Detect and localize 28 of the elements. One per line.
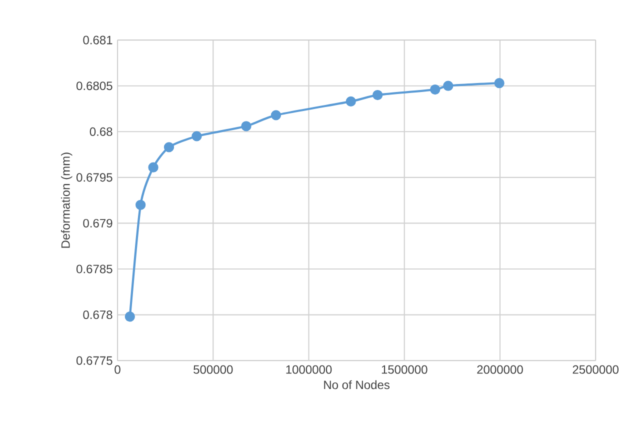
point [270,110,282,120]
point [148,162,158,172]
x-tick-label: 2500000 [572,365,619,374]
x-axis-title: No of Nodes [324,380,390,390]
y-tick-label: 0.679 [83,218,112,228]
point [136,200,146,210]
point [124,312,135,322]
y-tick-label: 0.6775 [76,356,112,365]
point [494,78,504,88]
point [430,84,440,95]
x-tick-label: 0 [114,365,120,374]
point [192,131,202,142]
x-tick-label: 500000 [194,365,233,374]
point [164,142,174,152]
x-tick-label: 1000000 [286,365,332,374]
y-tick-label: 0.68 [90,127,112,136]
point [443,80,454,91]
y-tick-label: 0.678 [83,310,112,320]
y-tick-label: 0.681 [83,36,112,44]
point [346,96,356,106]
x-tick-label: 2000000 [477,365,523,374]
y-tick-label: 0.6795 [76,173,112,182]
point [372,90,383,100]
y-axis-title: Deformation (mm) [61,152,72,248]
point [241,121,252,132]
x-tick-label: 1500000 [382,365,428,374]
y-tick-label: 0.6805 [76,82,112,90]
y-tick-label: 0.6785 [76,264,112,274]
